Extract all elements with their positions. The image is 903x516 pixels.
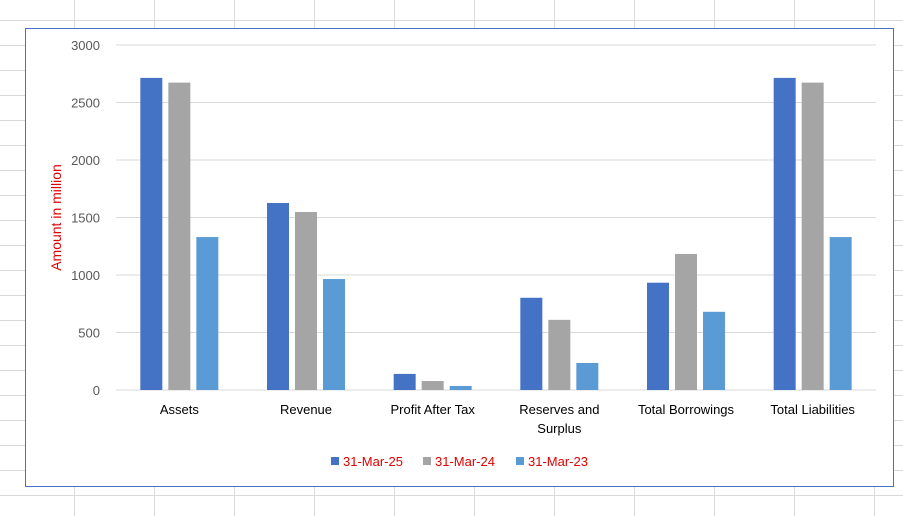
legend-swatch (423, 457, 431, 465)
bar-31-mar-24 (548, 319, 571, 390)
y-tick-label: 2500 (71, 96, 100, 111)
bar-31-mar-25 (140, 77, 163, 390)
legend-label: 31-Mar-25 (343, 454, 403, 469)
x-tick-label: Surplus (537, 421, 582, 436)
bar-31-mar-25 (647, 282, 669, 390)
x-tick-label: Total Liabilities (770, 402, 855, 417)
legend-label: 31-Mar-23 (528, 454, 588, 469)
bar-31-mar-24 (421, 381, 444, 390)
bar-31-mar-23 (703, 311, 725, 390)
bar-31-mar-25 (520, 297, 543, 390)
bar-31-mar-25 (267, 203, 289, 390)
y-tick-label: 1500 (71, 211, 100, 226)
y-tick-label: 500 (78, 326, 100, 341)
bar-31-mar-23 (576, 362, 599, 390)
bar-31-mar-24 (168, 82, 191, 391)
bar-31-mar-24 (295, 211, 317, 390)
chart-container[interactable]: 0 500 1000 1500 2000 2500 3000 Assets Revenue Pro… (25, 28, 894, 487)
x-tick-label: Profit After Tax (391, 402, 476, 417)
legend-label: 31-Mar-24 (435, 454, 495, 469)
bar-31-mar-23 (196, 237, 219, 390)
x-tick-label: Reserves and (519, 402, 599, 417)
y-axis-label: Amount in million (48, 164, 64, 271)
bar-31-mar-23 (323, 279, 345, 390)
legend-swatch (331, 457, 339, 465)
bar-chart: 0 500 1000 1500 2000 2500 3000 Assets Revenue Pro… (48, 38, 876, 469)
x-tick-label: Revenue (280, 402, 332, 417)
bar-31-mar-24 (675, 253, 697, 390)
bar-31-mar-24 (801, 82, 824, 391)
x-tick-label: Assets (160, 402, 200, 417)
bar-31-mar-25 (773, 77, 796, 390)
bar-31-mar-23 (449, 385, 472, 390)
legend-swatch (516, 457, 524, 465)
bar-31-mar-25 (393, 373, 416, 390)
bar-31-mar-23 (829, 237, 852, 390)
y-tick-label: 0 (93, 383, 100, 398)
y-tick-label: 3000 (71, 38, 100, 53)
y-tick-label: 2000 (71, 153, 100, 168)
x-tick-label: Total Borrowings (638, 402, 735, 417)
y-tick-label: 1000 (71, 268, 100, 283)
